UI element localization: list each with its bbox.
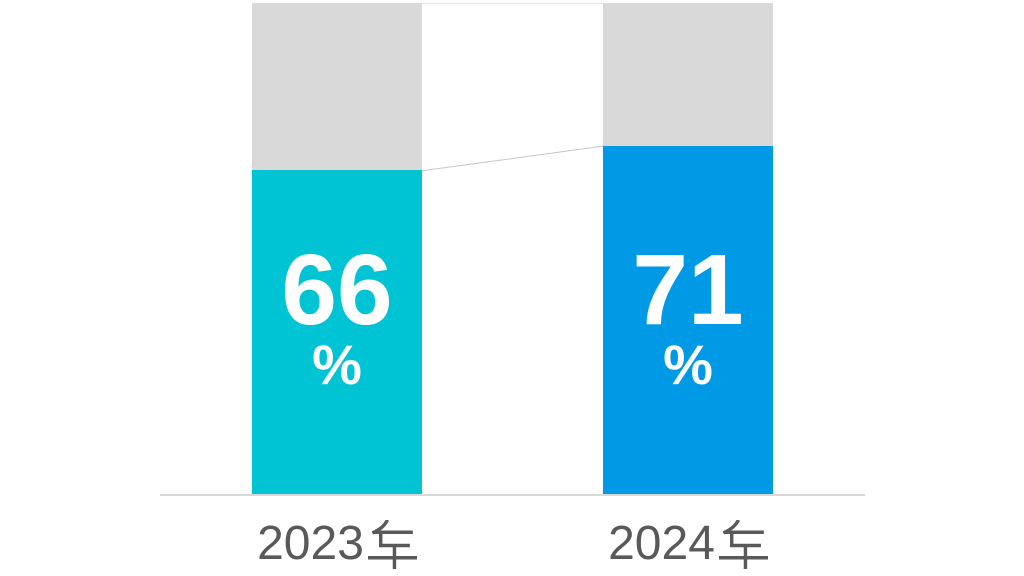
unit-label-2024: %: [663, 333, 713, 396]
bar-2023-remainder-segment: [252, 3, 422, 171]
bar-2024-remainder-segment: [603, 3, 773, 146]
unit-label-2023: %: [312, 333, 362, 396]
kanji-year-icon: [367, 519, 417, 569]
category-label-2024-text: 2024: [608, 519, 768, 569]
category-label-2024: 2024: [578, 519, 798, 569]
value-label-2024: 71: [632, 234, 744, 346]
category-label-2023-text: 2023: [257, 519, 417, 569]
bar-2023: [252, 3, 422, 495]
x-axis-line: [160, 494, 865, 496]
bar-2024: [603, 3, 773, 495]
category-label-2023: 2023: [227, 519, 447, 569]
bar-2024-value-segment: [603, 145, 773, 495]
bar-2023-value-segment: [252, 170, 422, 495]
kanji-year-icon: [718, 519, 768, 569]
value-label-2023: 66: [281, 234, 393, 346]
